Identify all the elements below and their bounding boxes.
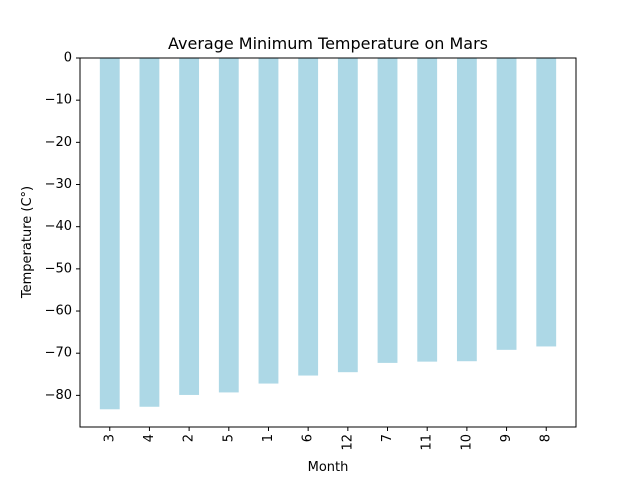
chart-title: Average Minimum Temperature on Mars (168, 34, 488, 53)
bar-month-3 (99, 58, 120, 410)
y-axis-ticks: 0 −10 −20 −30 −40 −50 −60 −70 −80 (45, 51, 80, 403)
y-tick-label: −80 (45, 388, 72, 403)
y-tick-label: 0 (64, 51, 72, 66)
y-tick-label: −50 (45, 261, 72, 276)
plot-frame (79, 57, 577, 428)
y-axis-label: Temperature (C°) (20, 186, 35, 299)
x-tick-label: 5 (221, 434, 236, 442)
y-tick-label: −20 (45, 135, 72, 150)
x-tick-label: 3 (102, 434, 117, 442)
bar-month-12 (337, 58, 358, 373)
bar-month-1 (258, 58, 279, 384)
bar-month-7 (377, 58, 398, 363)
y-tick-label: −10 (45, 93, 72, 108)
x-tick-label: 7 (380, 434, 395, 442)
bar-month-4 (139, 58, 160, 407)
x-tick-label: 2 (182, 434, 197, 442)
x-axis-ticks: 3 4 2 5 1 6 12 7 11 10 9 8 (102, 427, 554, 451)
x-tick-label: 6 (301, 434, 316, 442)
bar-month-10 (456, 58, 477, 362)
y-tick-label: −70 (45, 346, 72, 361)
bar-month-9 (496, 58, 517, 350)
x-tick-label: 4 (142, 434, 157, 442)
y-tick-label: −60 (45, 304, 72, 319)
bar-month-2 (179, 58, 200, 395)
y-tick-label: −40 (45, 219, 72, 234)
bar-month-5 (218, 58, 239, 393)
x-tick-label: 8 (539, 434, 554, 442)
x-tick-label: 1 (261, 434, 276, 442)
bar-month-8 (536, 58, 557, 347)
y-tick-label: −30 (45, 177, 72, 192)
x-tick-label: 12 (340, 434, 355, 451)
x-tick-label: 10 (459, 434, 474, 451)
x-tick-label: 11 (420, 434, 435, 451)
x-axis-label: Month (308, 460, 349, 475)
bars-group (99, 58, 557, 410)
x-tick-label: 9 (499, 434, 514, 442)
bar-month-11 (417, 58, 438, 362)
bar-month-6 (298, 58, 319, 376)
